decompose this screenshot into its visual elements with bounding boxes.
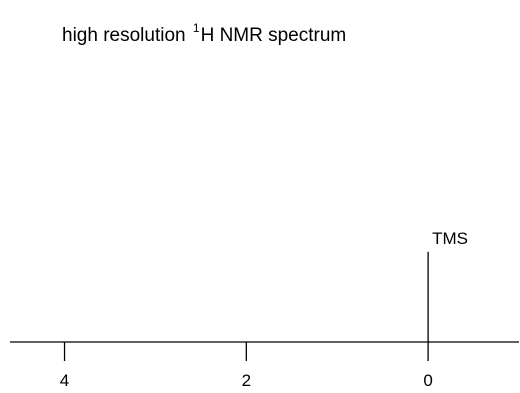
x-tick-label-1: 2 bbox=[242, 371, 251, 390]
chart-title: high resolution 1H NMR spectrum bbox=[62, 21, 347, 49]
x-axis-tick-labels: 4 2 0 bbox=[60, 371, 433, 390]
chart-title-prefix: high resolution bbox=[62, 25, 191, 46]
chart-title-suffix: H NMR spectrum bbox=[200, 25, 347, 46]
chart-title-superscript: 1 bbox=[192, 21, 200, 35]
peak-label-0: TMS bbox=[432, 229, 468, 248]
spectrum-peak-labels: TMS bbox=[432, 229, 468, 248]
x-axis-ticks bbox=[63, 342, 429, 361]
x-tick-label-2: 0 bbox=[423, 371, 432, 390]
x-tick-label-0: 4 bbox=[60, 371, 69, 390]
